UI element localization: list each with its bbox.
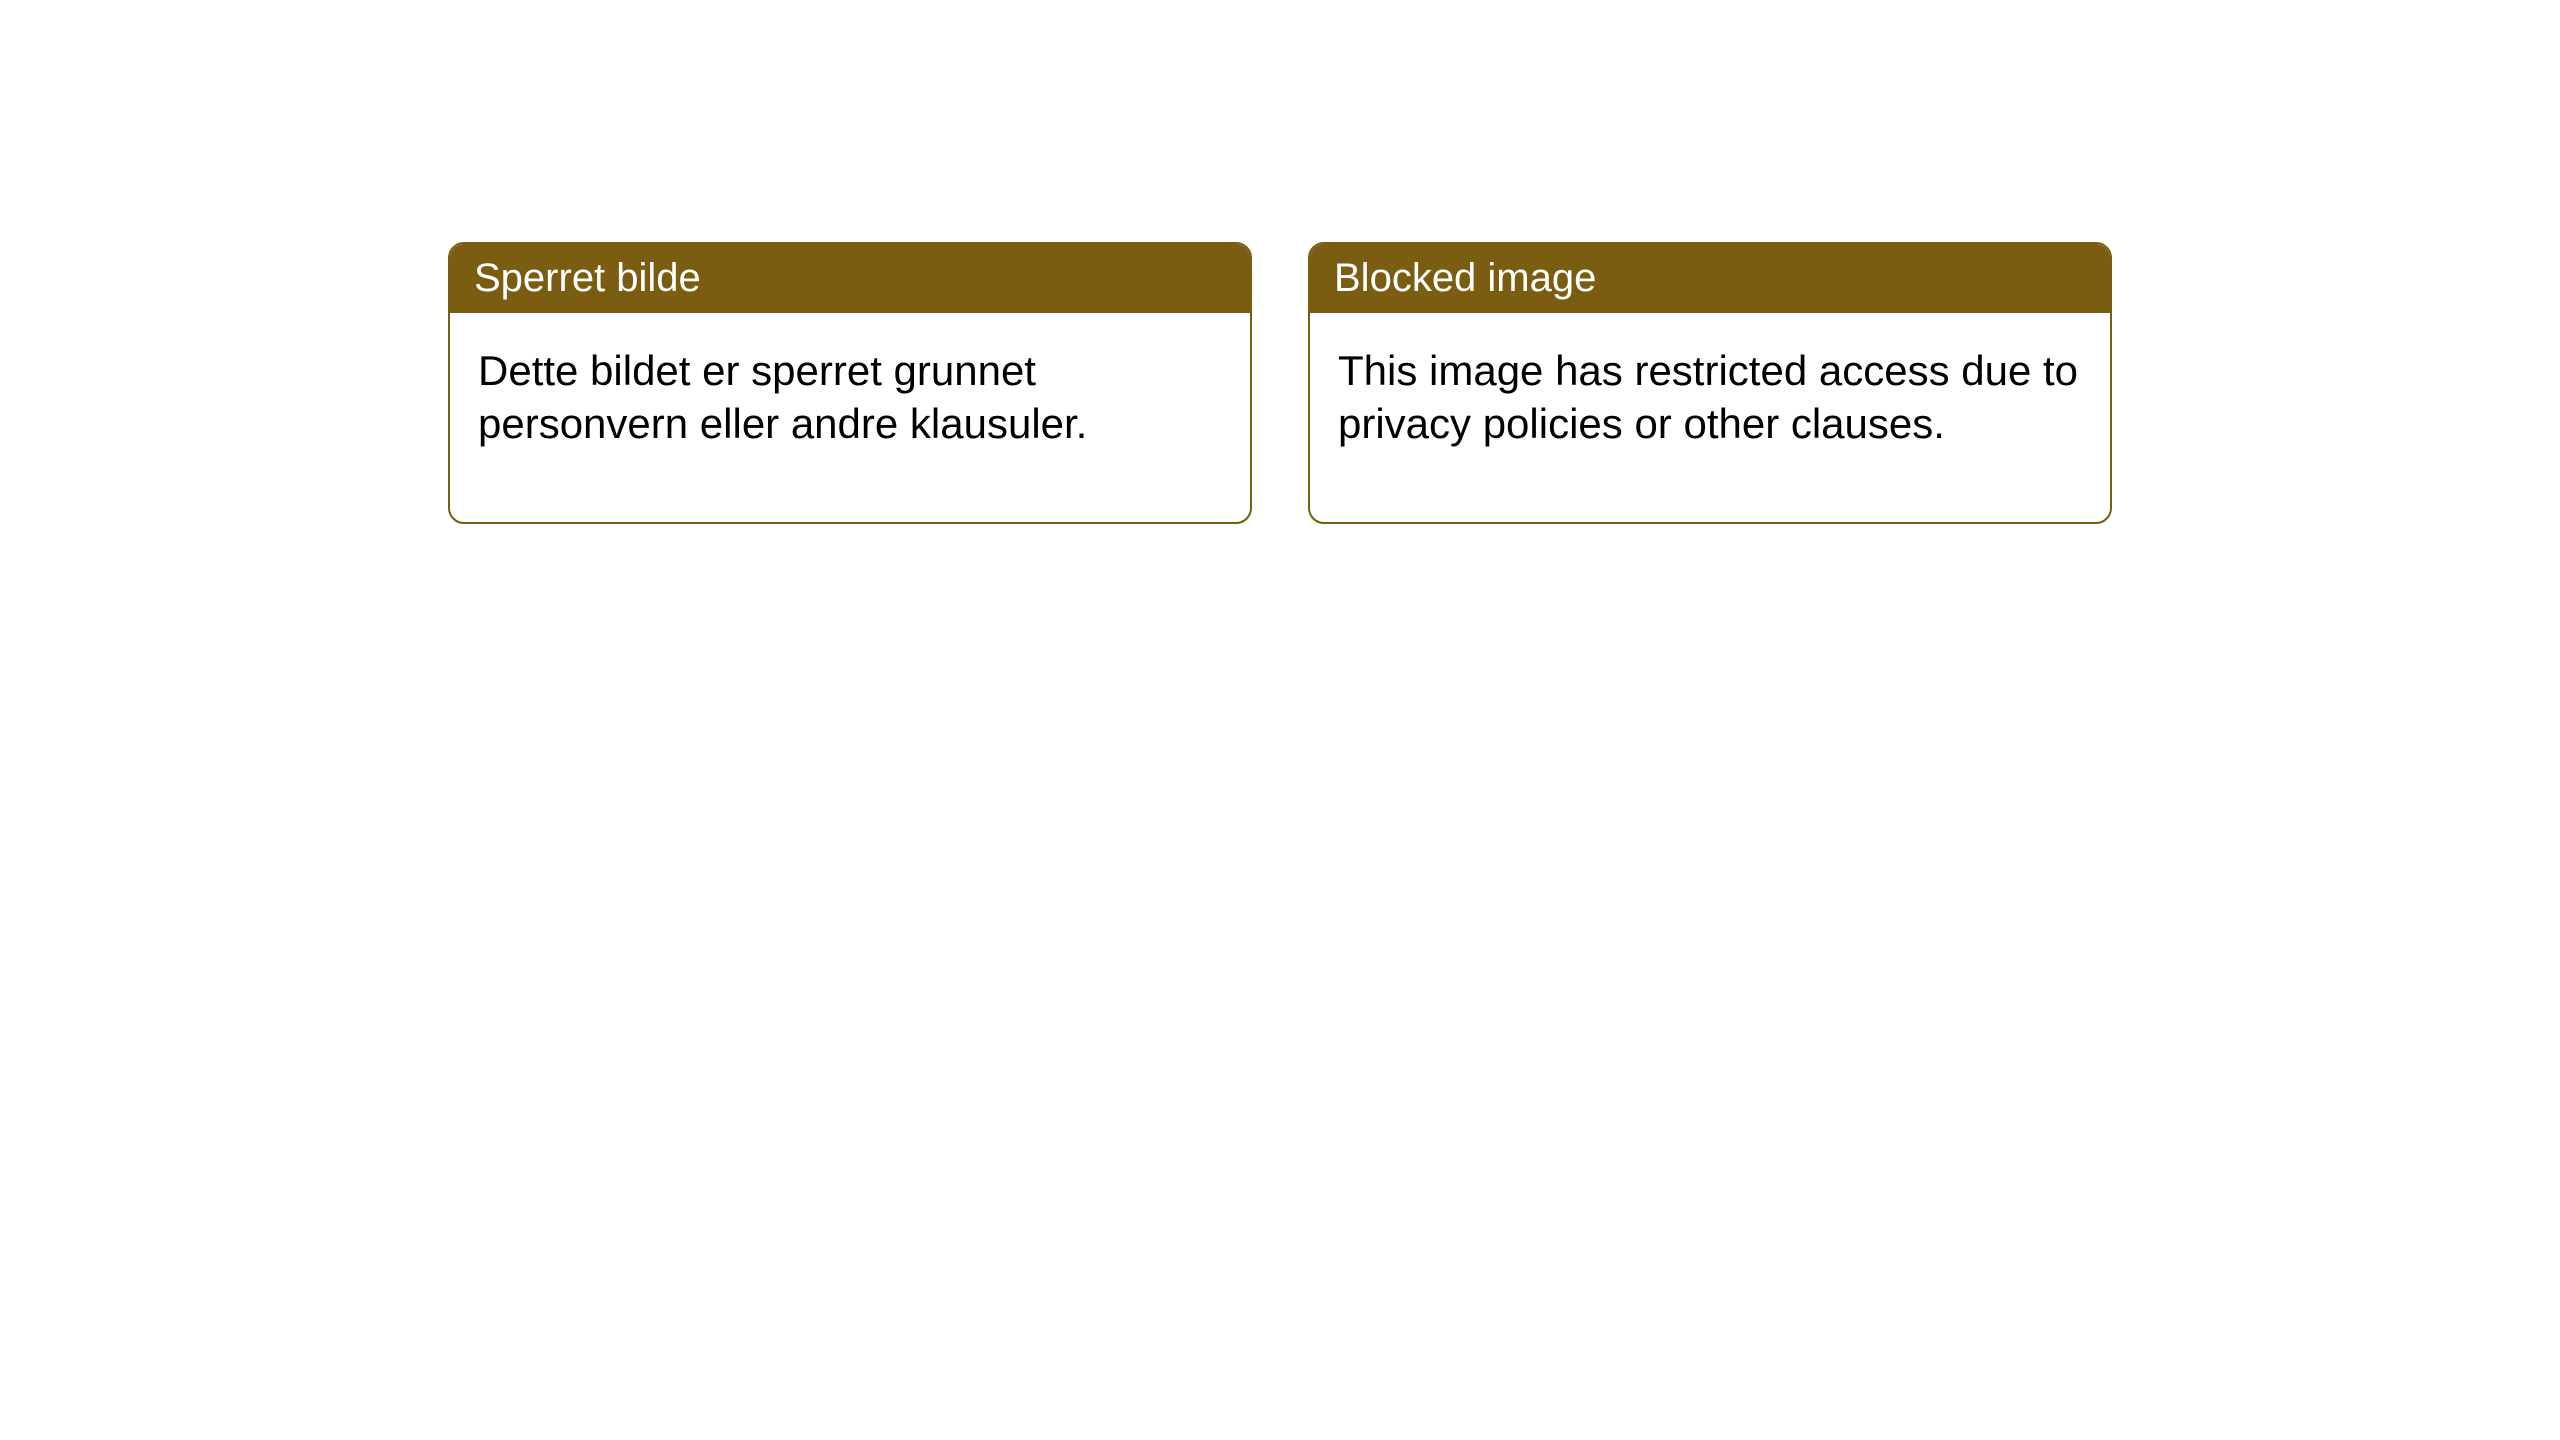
notice-container: Sperret bilde Dette bildet er sperret gr… [448, 242, 2112, 524]
notice-body-english: This image has restricted access due to … [1310, 313, 2110, 522]
notice-title-norwegian: Sperret bilde [450, 244, 1250, 313]
notice-body-norwegian: Dette bildet er sperret grunnet personve… [450, 313, 1250, 522]
notice-card-english: Blocked image This image has restricted … [1308, 242, 2112, 524]
notice-title-english: Blocked image [1310, 244, 2110, 313]
notice-card-norwegian: Sperret bilde Dette bildet er sperret gr… [448, 242, 1252, 524]
